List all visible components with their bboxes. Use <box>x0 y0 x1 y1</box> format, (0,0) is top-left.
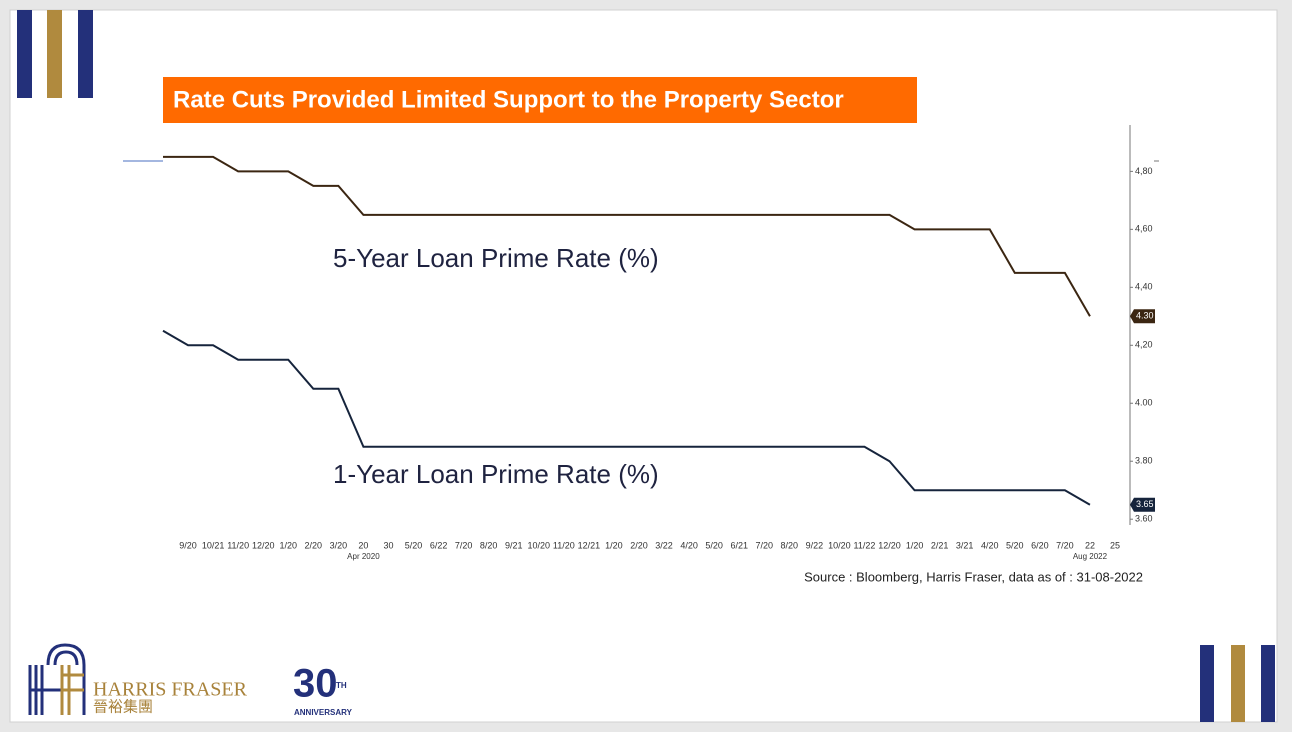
x-tick-label: 11/20 <box>227 540 249 550</box>
x-tick-label: 9/21 <box>505 540 523 550</box>
decor-bar <box>1261 645 1275 722</box>
x-tick-label: 3/21 <box>956 540 974 550</box>
y-tick-label: 4,80 <box>1135 166 1153 176</box>
decor-bar <box>1200 645 1214 722</box>
x-tick-label: 11/22 <box>854 540 876 550</box>
x-tick-label: 12/20 <box>252 540 275 550</box>
source-note: Source : Bloomberg, Harris Fraser, data … <box>804 569 1143 584</box>
x-tick-label: 8/20 <box>781 540 799 550</box>
x-tick-label: 3/20 <box>330 540 348 550</box>
x-tick-label: 12/21 <box>578 540 601 550</box>
logo-mark <box>60 665 84 715</box>
x-tick-label: 7/20 <box>1056 540 1074 550</box>
value-label-box <box>1130 497 1155 512</box>
decor-bar <box>78 10 93 98</box>
y-tick-label: 4,20 <box>1135 340 1153 350</box>
x-tick-label: 6/22 <box>430 540 448 550</box>
x-tick-label: 10/21 <box>202 540 225 550</box>
x-tick-label: 2/20 <box>305 540 323 550</box>
x-tick-label: 25 <box>1110 540 1120 550</box>
brand-chinese: 晉裕集團 <box>93 698 153 715</box>
x-tick-label: 5/20 <box>405 540 423 550</box>
annotation: 1-Year Loan Prime Rate (%) <box>333 459 659 489</box>
x-tick-label: 9/20 <box>179 540 197 550</box>
decor-bar <box>1231 645 1245 722</box>
x-tick-label: 6/20 <box>1031 540 1049 550</box>
value-label: 3.65 <box>1136 499 1154 509</box>
y-tick-label: 3.80 <box>1135 456 1153 466</box>
y-tick-label: 3.60 <box>1135 514 1153 524</box>
anniversary-word: ANNIVERSARY <box>294 708 353 717</box>
x-tick-label: 6/21 <box>730 540 748 550</box>
x-tick-label: 8/20 <box>480 540 498 550</box>
x-tick-label: 1/20 <box>906 540 924 550</box>
x-tick-label: 5/20 <box>1006 540 1024 550</box>
x-tick-label: 7/20 <box>755 540 773 550</box>
x-tick-label: 1/20 <box>279 540 297 550</box>
x-tick-label: 7/20 <box>455 540 473 550</box>
x-tick-label: 20 <box>358 540 368 550</box>
x-tick-label: 10/20 <box>828 540 851 550</box>
logo-mark <box>28 643 86 715</box>
x-tick-label: 11/20 <box>553 540 575 550</box>
x-tick-sublabel: Apr 2020 <box>347 552 380 561</box>
value-label-box <box>1130 309 1155 324</box>
x-tick-label: 10/20 <box>528 540 551 550</box>
x-tick-label: 4/20 <box>981 540 999 550</box>
x-tick-label: 1/20 <box>605 540 623 550</box>
title-box <box>163 77 917 123</box>
series-line <box>162 329 1091 506</box>
x-tick-label: 3/22 <box>655 540 673 550</box>
x-tick-sublabel: Aug 2022 <box>1073 552 1108 561</box>
x-tick-label: 12/20 <box>878 540 901 550</box>
y-tick-label: 4,60 <box>1135 224 1153 234</box>
brand-name: HARRIS FRASER <box>93 679 248 701</box>
y-tick-label: 4,40 <box>1135 282 1153 292</box>
decor-bar <box>47 10 62 98</box>
slide-background <box>9 9 1278 723</box>
annotation: 5-Year Loan Prime Rate (%) <box>333 243 659 273</box>
decor-bar <box>17 10 32 98</box>
value-label: 4.30 <box>1136 311 1154 321</box>
logo: HARRIS FRASER 晉裕集團 30 TH ANNIVERSARY <box>28 643 353 717</box>
x-tick-label: 30 <box>383 540 393 550</box>
anniversary-suffix: TH <box>336 681 347 690</box>
y-tick-label: 4.00 <box>1135 398 1153 408</box>
x-tick-label: 5/20 <box>705 540 723 550</box>
x-tick-label: 9/22 <box>806 540 824 550</box>
chart-title: Rate Cuts Provided Limited Support to th… <box>173 86 844 113</box>
x-tick-label: 2/20 <box>630 540 648 550</box>
x-tick-label: 4/20 <box>680 540 698 550</box>
anniversary-number: 30 <box>293 662 338 706</box>
series-line <box>163 155 1091 317</box>
x-tick-label: 2/21 <box>931 540 949 550</box>
x-tick-label: 22 <box>1085 540 1095 550</box>
